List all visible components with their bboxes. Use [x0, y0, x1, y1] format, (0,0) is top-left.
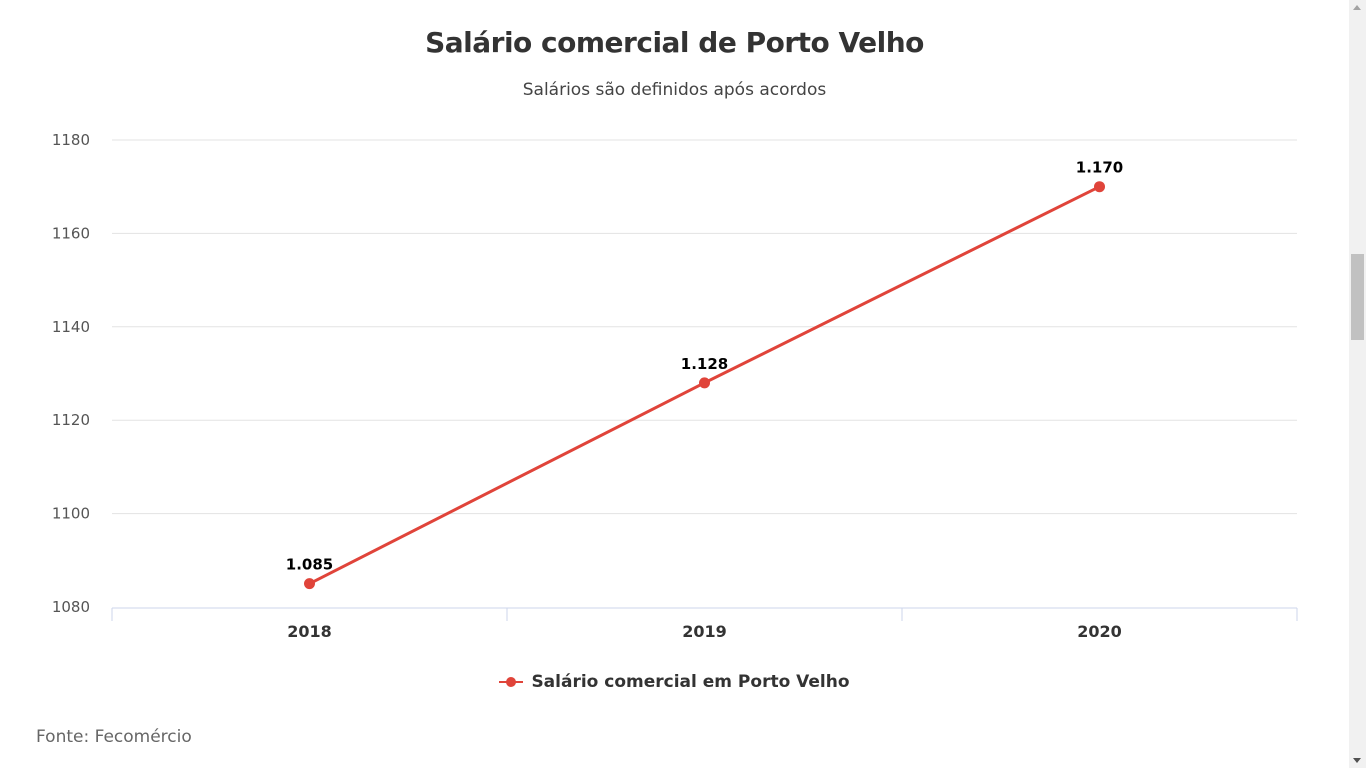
chart-subtitle: Salários são definidos após acordos — [522, 80, 827, 100]
data-label: 1.170 — [1076, 159, 1123, 177]
y-tick-label: 1140 — [52, 318, 90, 336]
x-tick-label: 2018 — [287, 622, 332, 641]
y-tick-label: 1100 — [52, 505, 90, 523]
data-label: 1.085 — [286, 556, 333, 574]
source-credit: Fonte: Fecomércio — [36, 727, 192, 747]
y-tick-label: 1160 — [52, 224, 90, 242]
scrollbar-thumb[interactable] — [1351, 254, 1364, 340]
scroll-down-icon[interactable] — [1353, 758, 1361, 763]
vertical-scrollbar[interactable] — [1349, 0, 1366, 768]
data-label: 1.128 — [681, 355, 728, 373]
line-chart: 1080 1100 1120 1140 1160 1180 2018 2019 2020 1.08… — [52, 131, 1298, 641]
y-tick-label: 1180 — [52, 131, 90, 149]
chart-title: Salário comercial de Porto Velho — [425, 26, 924, 59]
x-tick-label: 2020 — [1077, 622, 1122, 641]
data-point[interactable] — [699, 377, 710, 389]
x-tick-label: 2019 — [682, 622, 727, 641]
data-point[interactable] — [1094, 181, 1105, 193]
legend-item[interactable]: Salário comercial em Porto Velho — [499, 672, 850, 692]
scroll-up-icon[interactable] — [1353, 5, 1361, 10]
y-tick-label: 1080 — [52, 598, 90, 616]
legend-marker-icon — [499, 675, 525, 689]
data-point[interactable] — [304, 578, 315, 590]
legend-label: Salário comercial em Porto Velho — [531, 672, 850, 692]
y-tick-label: 1120 — [52, 411, 90, 429]
legend: Salário comercial em Porto Velho — [0, 672, 1349, 692]
